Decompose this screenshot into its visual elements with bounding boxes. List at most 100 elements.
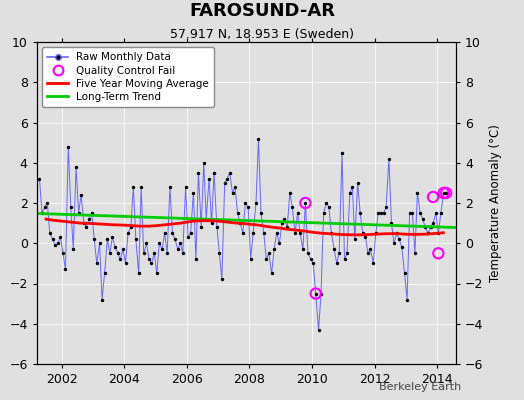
- Point: [366, 246, 375, 252]
- Point: [356, 210, 364, 216]
- Point: [429, 220, 437, 226]
- Point: [90, 236, 99, 242]
- Point: [335, 250, 343, 256]
- Point: [434, 250, 443, 256]
- Point: [152, 270, 161, 277]
- Point: [379, 210, 388, 216]
- Point: [143, 240, 151, 246]
- Point: [346, 190, 354, 196]
- Point: [314, 326, 323, 333]
- Point: [442, 190, 450, 196]
- Point: [325, 204, 333, 210]
- Point: [406, 210, 414, 216]
- Point: [217, 276, 226, 283]
- Point: [288, 204, 297, 210]
- Point: [166, 184, 174, 190]
- Point: [139, 250, 148, 256]
- Point: [95, 240, 104, 246]
- Point: [317, 290, 325, 297]
- Point: [35, 176, 43, 182]
- Point: [442, 190, 450, 196]
- Point: [132, 236, 140, 242]
- Point: [374, 210, 383, 216]
- Point: [364, 250, 372, 256]
- Point: [122, 260, 130, 266]
- Point: [421, 224, 429, 230]
- Point: [390, 240, 398, 246]
- Point: [387, 220, 396, 226]
- Point: [127, 224, 135, 230]
- Point: [67, 204, 75, 210]
- Point: [312, 290, 320, 297]
- Point: [48, 236, 57, 242]
- Point: [176, 240, 184, 246]
- Point: [119, 246, 127, 252]
- Point: [403, 296, 411, 303]
- Point: [246, 256, 255, 262]
- Point: [429, 194, 437, 200]
- Point: [173, 246, 182, 252]
- Point: [233, 210, 242, 216]
- Point: [377, 210, 385, 216]
- Point: [160, 230, 169, 236]
- Point: [189, 190, 198, 196]
- Point: [241, 200, 249, 206]
- Point: [291, 230, 299, 236]
- Point: [179, 250, 187, 256]
- Point: [129, 184, 137, 190]
- Point: [338, 150, 346, 156]
- Point: [257, 210, 265, 216]
- Point: [244, 204, 253, 210]
- Text: FAROSUND-AR: FAROSUND-AR: [189, 2, 335, 20]
- Point: [275, 240, 283, 246]
- Point: [382, 204, 390, 210]
- Point: [440, 190, 448, 196]
- Point: [262, 256, 270, 262]
- Point: [322, 200, 331, 206]
- Point: [202, 216, 211, 222]
- Point: [440, 190, 448, 196]
- Point: [197, 224, 205, 230]
- Point: [411, 250, 419, 256]
- Point: [135, 270, 143, 277]
- Point: [267, 270, 276, 277]
- Point: [252, 200, 260, 206]
- Point: [46, 230, 54, 236]
- Point: [187, 230, 195, 236]
- Point: [369, 260, 377, 266]
- Point: [283, 224, 291, 230]
- Point: [93, 260, 101, 266]
- Point: [61, 266, 70, 273]
- Point: [408, 210, 417, 216]
- Point: [231, 184, 239, 190]
- Point: [108, 234, 116, 240]
- Point: [228, 190, 237, 196]
- Point: [270, 246, 278, 252]
- Point: [434, 230, 443, 236]
- Point: [69, 246, 78, 252]
- Point: [106, 250, 114, 256]
- Point: [333, 260, 341, 266]
- Point: [309, 260, 318, 266]
- Point: [150, 250, 158, 256]
- Point: [155, 240, 163, 246]
- Point: [296, 230, 304, 236]
- Point: [301, 200, 310, 206]
- Point: [351, 236, 359, 242]
- Point: [361, 234, 369, 240]
- Point: [38, 210, 46, 216]
- Text: Berkeley Earth: Berkeley Earth: [379, 382, 461, 392]
- Text: 57.917 N, 18.953 E (Sweden): 57.917 N, 18.953 E (Sweden): [170, 28, 354, 41]
- Point: [286, 190, 294, 196]
- Point: [82, 224, 91, 230]
- Point: [385, 156, 393, 162]
- Point: [200, 160, 208, 166]
- Point: [225, 170, 234, 176]
- Point: [238, 230, 247, 236]
- Point: [319, 210, 328, 216]
- Point: [299, 246, 307, 252]
- Point: [124, 230, 132, 236]
- Point: [77, 192, 85, 198]
- Point: [436, 210, 445, 216]
- Point: [192, 256, 200, 262]
